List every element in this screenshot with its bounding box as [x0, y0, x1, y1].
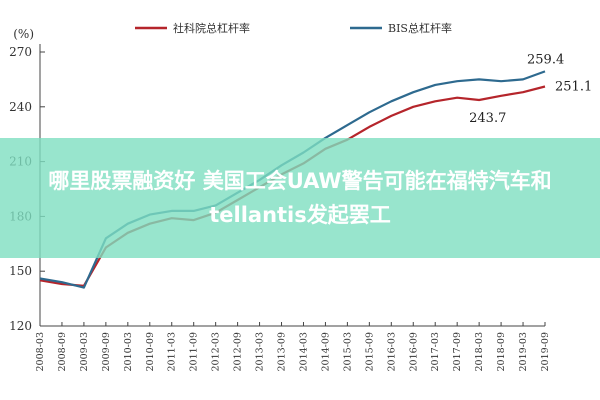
x-tick-label: 2015-03 — [342, 332, 353, 371]
x-tick-label: 2010-09 — [145, 332, 156, 371]
x-tick-label: 2010-03 — [123, 332, 134, 371]
annotation-cass-low: 243.7 — [469, 111, 506, 126]
x-tick-label: 2013-09 — [277, 332, 288, 371]
x-tick-label: 2012-09 — [233, 332, 244, 371]
x-tick-label: 2018-03 — [474, 332, 485, 371]
x-tick-label: 2011-09 — [189, 332, 200, 371]
x-tick-label: 2014-09 — [320, 332, 331, 371]
x-tick-label: 2009-09 — [101, 332, 112, 371]
x-tick-label: 2017-03 — [430, 332, 441, 371]
x-tick-label: 2009-03 — [79, 332, 90, 371]
legend-label-1: 社科院总杠杆率 — [173, 21, 250, 35]
headline-line-2: tellantis发起罢工 — [209, 203, 391, 227]
x-tick-label: 2013-03 — [255, 332, 266, 371]
headline-overlay: 哪里股票融资好 美国工会UAW警告可能在福特汽车和 tellantis发起罢工 — [0, 138, 600, 258]
x-tick-label: 2014-03 — [298, 332, 309, 371]
y-tick-label: 150 — [9, 264, 32, 278]
x-tick-label: 2016-03 — [386, 332, 397, 371]
x-tick-label: 2012-03 — [211, 332, 222, 371]
x-tick-label: 2019-03 — [518, 332, 529, 371]
y-tick-label: 240 — [9, 100, 32, 114]
legend-label-2: BIS总杠杆率 — [388, 21, 452, 35]
x-tick-label: 2019-09 — [540, 332, 551, 371]
headline-line-1: 哪里股票融资好 美国工会UAW警告可能在福特汽车和 — [48, 169, 552, 193]
annotation-bis-last: 259.4 — [527, 52, 564, 67]
y-axis-unit-label: (%) — [13, 27, 34, 41]
x-tick-label: 2018-09 — [496, 332, 507, 371]
y-tick-label: 270 — [9, 45, 32, 59]
x-tick-label: 2016-09 — [408, 332, 419, 371]
x-tick-label: 2011-03 — [167, 332, 178, 371]
x-tick-label: 2015-09 — [364, 332, 375, 371]
x-tick-label: 2008-09 — [57, 332, 68, 371]
annotation-cass-last: 251.1 — [555, 80, 592, 95]
x-tick-label: 2017-09 — [452, 332, 463, 371]
x-tick-label: 2008-03 — [35, 332, 46, 371]
y-tick-label: 120 — [9, 319, 32, 333]
